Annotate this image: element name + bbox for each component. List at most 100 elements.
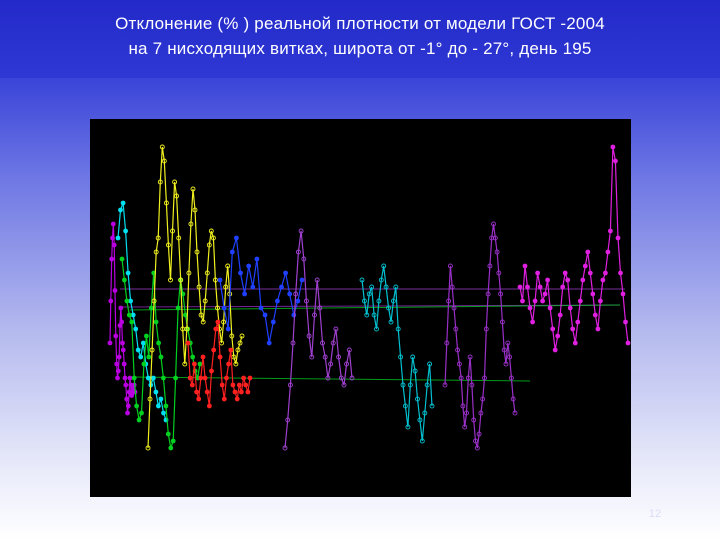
series-10-point-25	[577, 298, 583, 304]
series-5-point-21	[228, 347, 234, 353]
series-1-point-24	[126, 389, 132, 395]
series-2-point-1	[115, 235, 121, 241]
series-6-point-16	[279, 284, 284, 290]
series-1-point-6	[111, 242, 117, 248]
series-1-point-23	[125, 403, 131, 409]
series-9-point-19	[474, 445, 480, 451]
series-3-point-3	[124, 298, 130, 304]
series-7-point-7	[298, 228, 304, 234]
series-10-point-15	[552, 347, 558, 353]
slide-number: 12	[648, 508, 662, 520]
series-4-point-2	[147, 396, 153, 402]
series-6-point-17	[283, 270, 288, 276]
series-9-point-5	[449, 284, 455, 290]
series-4-point-30	[204, 270, 210, 276]
series-4-point-35	[215, 305, 220, 311]
series-8-point-29	[427, 361, 433, 367]
series-3-point-23	[173, 375, 178, 381]
series-4-point-21	[186, 270, 192, 276]
series-1-point-22	[125, 410, 130, 416]
series-6-point-21	[299, 277, 305, 283]
series-9-point-39	[510, 396, 516, 402]
series-6-point-20	[295, 298, 301, 304]
series-8-point-7	[374, 326, 379, 332]
series-7-point-2	[285, 417, 291, 423]
series-2-point-4	[123, 228, 128, 234]
series-1-point-3	[109, 256, 115, 262]
series-7-point-9	[303, 298, 309, 304]
series-7-point-13	[314, 277, 320, 283]
series-1-point-15	[119, 319, 125, 325]
series-9-point-18	[473, 438, 478, 444]
series-10-point-18	[560, 284, 566, 290]
series-4-point-29	[202, 298, 208, 304]
series-5-point-13	[211, 347, 217, 353]
series-4-point-9	[161, 158, 167, 164]
series-6-point-12	[262, 312, 268, 318]
series-10-point-8	[535, 270, 540, 276]
series-1-point-14	[118, 305, 124, 311]
series-3-point-6	[131, 375, 137, 381]
series-1-point-21	[124, 396, 130, 402]
series-10-point-11	[542, 291, 548, 297]
series-5-point-24	[234, 396, 240, 402]
series-10-point-31	[592, 312, 598, 318]
series-2-point-7	[130, 312, 136, 318]
series-4	[145, 144, 245, 451]
series-10-point-39	[613, 158, 618, 164]
series-9-point-29	[492, 235, 498, 241]
series-9-point-10	[458, 375, 464, 381]
series-5-point-10	[204, 389, 210, 395]
series-10-point-21	[567, 305, 573, 311]
slide-title-line-2: на 7 нисходящих витках, широта от -1° до…	[128, 39, 592, 58]
series-7-point-17	[325, 375, 331, 381]
series-7-point-12	[312, 312, 317, 318]
series-1-point-17	[120, 347, 126, 353]
series-8-point-15	[393, 284, 399, 290]
series-9-point-17	[471, 417, 477, 423]
series-7-point-8	[301, 256, 307, 262]
slide-title-line-1: Отклонение (% ) реальной плотности от мо…	[115, 14, 605, 33]
series-2-point-16	[153, 389, 159, 395]
series-10-point-3	[522, 263, 528, 269]
series-4-point-32	[208, 228, 214, 234]
series-3-point-22	[170, 438, 176, 444]
series-6-point-10	[254, 256, 260, 262]
title-bar: Отклонение (% ) реальной плотности от мо…	[0, 0, 720, 78]
series-2-point-17	[156, 403, 161, 409]
series-10-point-42	[620, 291, 626, 297]
series-8-point-17	[398, 354, 404, 360]
series-5-point-20	[226, 361, 232, 367]
series-8-point-13	[388, 319, 394, 325]
series-4-point-23	[190, 186, 196, 192]
series-10-point-26	[580, 277, 586, 283]
series-5-point-2	[187, 375, 193, 381]
series-8-point-2	[361, 298, 367, 304]
series-5-point-8	[200, 354, 206, 360]
series-8-point-24	[415, 396, 420, 402]
series-4-point-25	[194, 249, 200, 255]
series-9-point-20	[476, 431, 482, 437]
series-3-point-21	[168, 445, 174, 451]
series-4-point-20	[184, 326, 190, 332]
series-7-point-18	[328, 361, 334, 367]
series-10-point-35	[603, 270, 608, 276]
series-1-point-18	[121, 361, 127, 367]
series-4-point-14	[172, 179, 178, 185]
series-4-point-31	[206, 242, 212, 248]
series-7-point-5	[293, 291, 299, 297]
series-8-point-22	[410, 354, 416, 360]
series-10-point-14	[550, 326, 556, 332]
series-10-point-41	[618, 270, 623, 276]
series-3-point-20	[165, 431, 171, 437]
series-8-point-16	[395, 326, 401, 332]
series-10-point-29	[587, 270, 593, 276]
series-5-point-27	[241, 375, 247, 381]
series-5-point-26	[239, 389, 244, 395]
series-10-point-7	[532, 298, 538, 304]
series-10-point-44	[625, 340, 631, 346]
series-6-point-19	[291, 312, 297, 318]
series-7-point-16	[322, 354, 328, 360]
series-7-point-22	[338, 375, 344, 381]
series-2-point-6	[128, 298, 133, 304]
